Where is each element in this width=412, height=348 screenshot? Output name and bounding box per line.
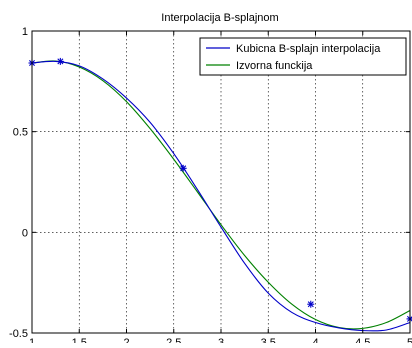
x-tick-label: 5 bbox=[407, 337, 412, 343]
y-tick-label: 1 bbox=[22, 26, 28, 38]
data-marker bbox=[57, 58, 64, 65]
y-tick-label: 0.5 bbox=[13, 127, 28, 139]
data-marker bbox=[307, 301, 314, 308]
x-tick-label: 2 bbox=[123, 337, 129, 343]
chart-title: Interpolacija B-splajnom bbox=[161, 12, 278, 24]
x-tick-label: 1 bbox=[29, 337, 35, 343]
x-tick-label: 4.5 bbox=[355, 337, 370, 343]
x-tick-label: 1.5 bbox=[72, 337, 87, 343]
legend-label-original: Izvorna funckija bbox=[236, 60, 313, 72]
data-marker bbox=[180, 165, 187, 172]
x-tick-label: 2.5 bbox=[166, 337, 181, 343]
x-tick-label: 3.5 bbox=[261, 337, 276, 343]
y-tick-label: 0 bbox=[22, 227, 28, 239]
chart-legend: Kubicna B-splajn interpolacija Izvorna f… bbox=[200, 38, 406, 75]
legend-label-spline: Kubicna B-splajn interpolacija bbox=[236, 43, 381, 55]
y-tick-label: -0.5 bbox=[9, 328, 28, 340]
x-tick-label: 4 bbox=[312, 337, 318, 343]
x-tick-label: 3 bbox=[218, 337, 224, 343]
